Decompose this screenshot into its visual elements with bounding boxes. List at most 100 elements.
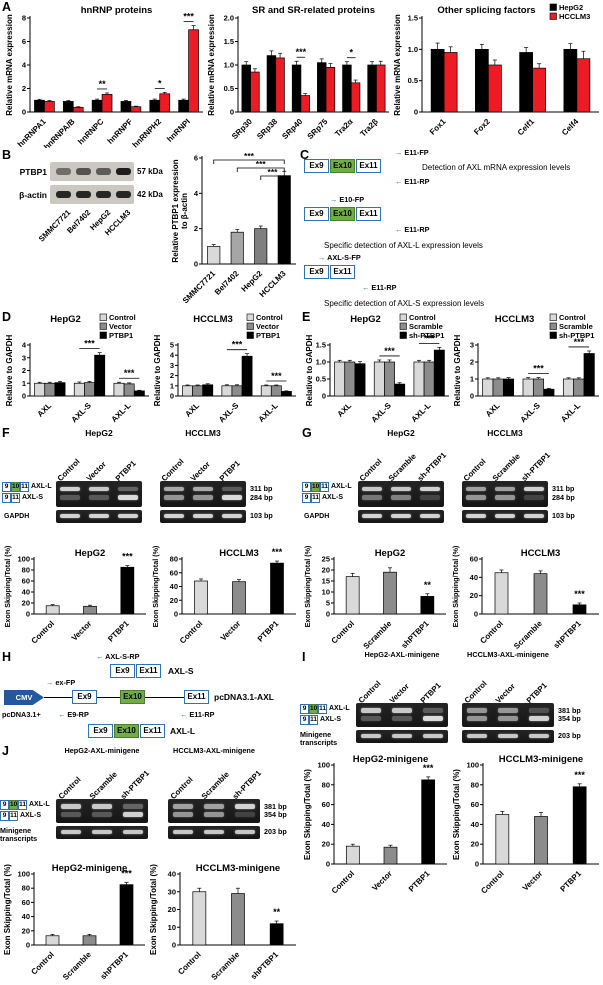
y-axis-label: Exon Skipping/Total (%) <box>4 546 12 627</box>
y-axis-label: Exon Skipping/Total (%) <box>453 769 461 860</box>
lane-label: Control <box>357 457 384 483</box>
reverse-arrow-icon: ← <box>395 225 403 234</box>
intron-line <box>44 697 72 699</box>
y-tick-label: 3 <box>22 353 26 362</box>
bar <box>62 101 74 113</box>
y-tick-label: 0 <box>475 860 479 869</box>
y-tick-label: 20 <box>22 926 30 935</box>
exon-box: Ex11 <box>356 159 381 173</box>
panel-label-c: C <box>300 148 310 162</box>
bar <box>384 361 395 397</box>
gel-band <box>422 733 443 738</box>
bar <box>192 891 207 946</box>
y-tick-label: 80 <box>471 780 479 789</box>
gel-lane-labels: Control Vector PTBP1 <box>356 661 448 705</box>
x-tick-label: Tra2α <box>333 117 355 139</box>
significance-marker: *** <box>84 339 95 349</box>
band-label-axl-s: AXL-S <box>22 494 43 501</box>
exon-box: 11 <box>11 492 20 503</box>
legend-swatch <box>99 313 107 321</box>
gel-group-title: HepG2 <box>85 428 113 438</box>
legend-swatch <box>399 331 407 339</box>
gel-band <box>164 513 185 518</box>
forward-arrow-icon: → <box>318 253 326 262</box>
significance-marker: *** <box>424 333 435 343</box>
bar <box>413 361 425 397</box>
gel-image <box>56 481 142 507</box>
x-tick-label: shPTBP1 <box>249 950 281 982</box>
gel-image <box>462 481 548 507</box>
gel-band <box>391 486 411 492</box>
bar <box>562 378 575 397</box>
exon-inclusion-icon: 9 10 11 <box>300 703 327 714</box>
exon-box: 11 <box>318 703 327 714</box>
legend-swatch <box>549 313 557 321</box>
blot-band <box>76 168 92 175</box>
gel-band <box>362 486 383 492</box>
panel-label-e: E <box>302 310 311 324</box>
reverse-arrow-icon: ← <box>395 177 403 186</box>
significance-marker: ** <box>273 907 281 917</box>
gel-lane-labels: Control Vector PTBP1 <box>462 661 554 705</box>
significance-marker: ** <box>424 580 432 590</box>
bar <box>277 175 291 265</box>
x-tick-label: Scramble <box>362 619 394 650</box>
gel-row-labels: 9 10 11 AXL-L 9 11 AXL-S Minigene transcripts <box>300 703 356 748</box>
gel-band <box>122 804 143 809</box>
y-tick-label: 4 <box>22 61 27 70</box>
exon-box: 11 <box>311 492 320 503</box>
y-tick-label: 4 <box>194 189 199 198</box>
exon-box: Ex11 <box>136 664 161 678</box>
y-axis-label: Relative to GAPDH <box>454 334 462 406</box>
band-label-axl-s: AXL-S <box>20 812 41 819</box>
axl-s-label: AXL-S <box>168 666 194 676</box>
significance-marker: *** <box>232 340 243 350</box>
gel-image <box>56 799 148 823</box>
y-tick-label: 0 <box>230 108 234 117</box>
lane-label: Vector <box>387 681 411 705</box>
gel-lane-labels: Control Vector PTBP1 <box>160 439 246 483</box>
bar <box>350 82 361 113</box>
bar <box>576 58 591 113</box>
exon-box: 9 <box>302 481 311 492</box>
y-tick-label: 25 <box>322 555 330 564</box>
exon-box: Ex10 <box>120 690 145 704</box>
y-tick-label: 100 <box>466 761 479 770</box>
chart-title: hnRNP proteins <box>81 5 153 16</box>
reverse-arrow-icon: ← <box>180 710 188 719</box>
bar <box>423 361 435 397</box>
y-tick-label: 0 <box>322 392 326 401</box>
x-tick-label: PTBP1 <box>256 619 281 644</box>
y-tick-label: 10 <box>322 588 330 597</box>
x-tick-label: AXL <box>336 401 354 419</box>
y-axis-label: Relative to GAPDH <box>306 334 314 406</box>
legend-swatch <box>99 322 107 330</box>
gel-band <box>92 812 112 817</box>
y-tick-label: 60 <box>22 898 30 907</box>
bar <box>394 383 406 397</box>
y-tick-label: 6 <box>194 154 198 163</box>
bar <box>383 571 397 615</box>
description-axl-l-detection: Specific detection of AXL-L expression l… <box>324 241 483 250</box>
cmv-promoter: CMV <box>4 690 44 705</box>
y-tick-label: 100 <box>17 870 30 879</box>
exon-box: Ex11 <box>330 265 355 279</box>
x-tick-label: hnRNPF <box>106 117 135 146</box>
x-tick-label: Fox2 <box>472 117 492 137</box>
intron-line <box>145 697 184 699</box>
band-label-axl-l: AXL-L <box>29 801 50 808</box>
gel-image <box>462 510 548 523</box>
gel-band <box>221 495 242 500</box>
y-tick-label: 40 <box>471 820 479 829</box>
gel-group-hcclm3: HCCLM3 Control Scramble sh-PTBP1 <box>462 428 552 526</box>
x-tick-label: AXL-L <box>559 401 582 424</box>
bar <box>232 581 246 615</box>
gel-band <box>204 812 224 817</box>
x-tick-label: hnRNPA/B <box>42 117 77 148</box>
axl-l-transcript-diagram: Ex9 Ex10 Ex11 <box>88 724 165 742</box>
x-tick-label: hnRNPC <box>76 117 105 146</box>
exon-box: Ex9 <box>304 207 329 221</box>
bar <box>430 48 445 113</box>
gel-row-labels: 9 10 11 AXL-L 9 11 AXL-S GAPDH <box>302 481 358 522</box>
y-tick-label: 2 <box>22 366 26 375</box>
